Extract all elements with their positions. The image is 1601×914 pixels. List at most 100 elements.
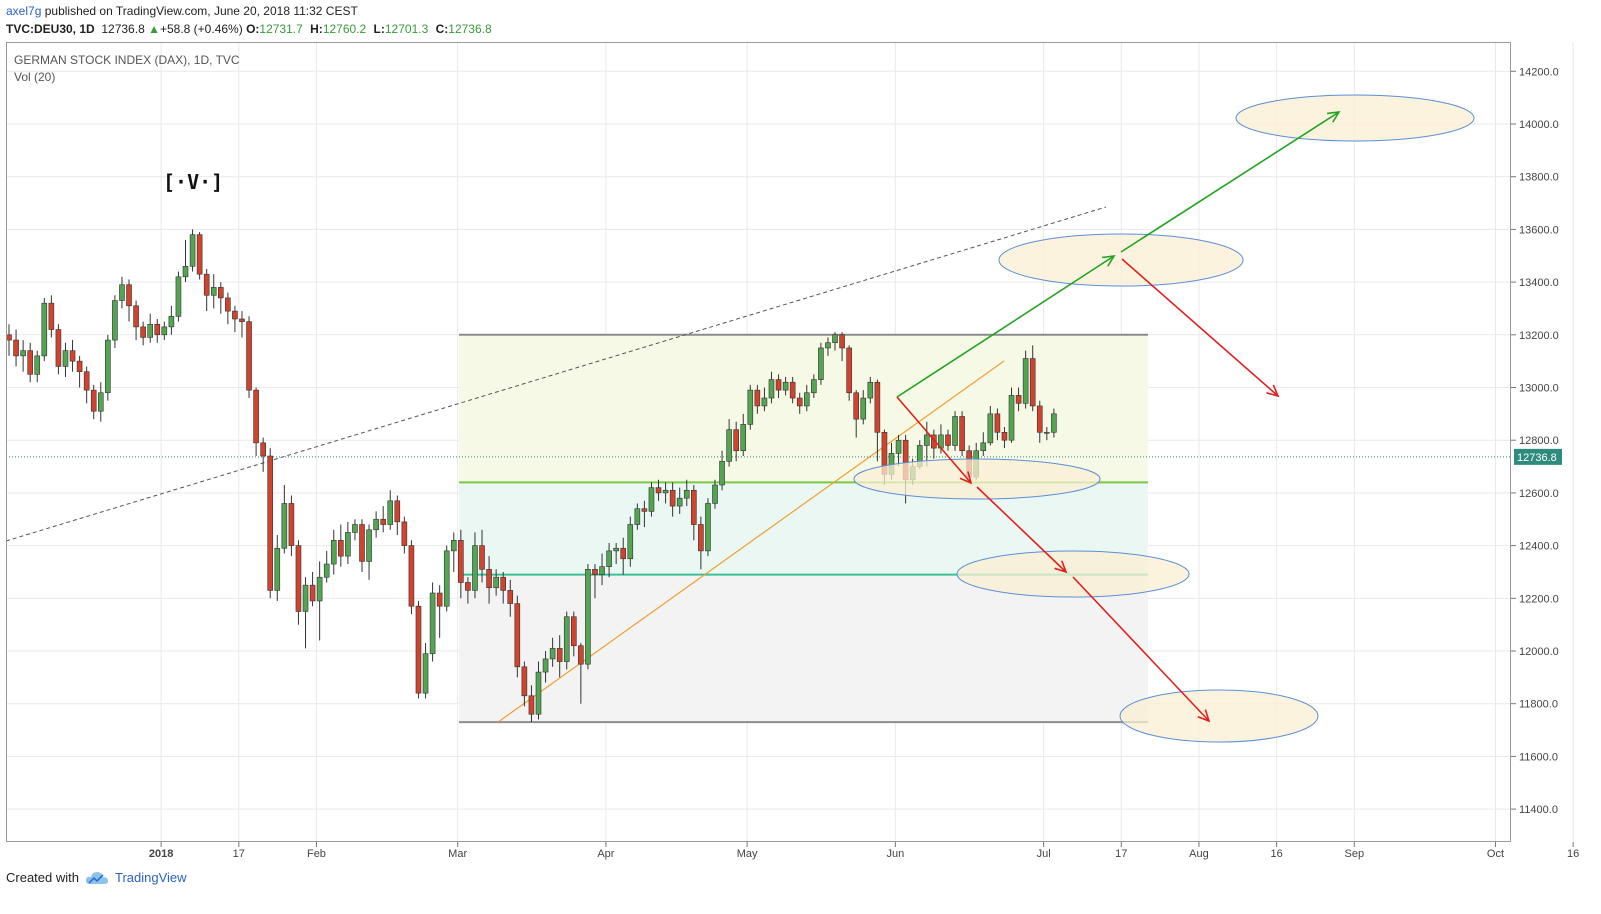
candle bbox=[634, 503, 641, 530]
y-tick-label: 11400.0 bbox=[1519, 804, 1558, 816]
candle bbox=[225, 292, 231, 325]
candle-body bbox=[641, 508, 648, 512]
candle-body bbox=[436, 592, 443, 607]
tradingview-link[interactable]: TradingView bbox=[114, 870, 187, 885]
candle-body bbox=[521, 666, 528, 697]
candle bbox=[493, 569, 499, 596]
candle bbox=[945, 429, 951, 451]
candle bbox=[253, 387, 259, 457]
arrow-head bbox=[1101, 254, 1116, 267]
candle-body bbox=[352, 524, 358, 533]
candle bbox=[860, 390, 867, 425]
candle bbox=[592, 564, 598, 599]
candle-body bbox=[408, 545, 415, 607]
candle-body bbox=[387, 500, 394, 525]
candle bbox=[450, 532, 457, 572]
candle bbox=[20, 340, 26, 372]
candle bbox=[345, 521, 351, 565]
candles bbox=[6, 229, 1057, 723]
candle bbox=[119, 276, 125, 309]
candle-body bbox=[147, 323, 153, 338]
legend-title: GERMAN STOCK INDEX (DAX), 1D, TVC bbox=[14, 53, 240, 67]
author-link[interactable]: axel7g bbox=[6, 4, 42, 18]
candle-body bbox=[133, 305, 139, 328]
candle bbox=[980, 432, 987, 457]
candle-body bbox=[20, 350, 26, 357]
candle bbox=[168, 305, 175, 335]
y-tick-label: 12600.0 bbox=[1519, 488, 1559, 500]
candle-body bbox=[338, 540, 344, 557]
candle bbox=[401, 516, 408, 554]
candle bbox=[352, 519, 358, 541]
candle bbox=[1022, 350, 1029, 409]
candle bbox=[676, 487, 683, 514]
target-ellipse bbox=[1235, 94, 1475, 142]
candle-body bbox=[203, 273, 210, 296]
candle-body bbox=[994, 413, 1001, 433]
candle bbox=[323, 550, 330, 583]
candle-body bbox=[330, 540, 337, 565]
candle bbox=[549, 637, 556, 667]
candle-body bbox=[168, 316, 175, 328]
candle-body bbox=[281, 503, 288, 549]
candle-body bbox=[83, 371, 90, 391]
candle bbox=[394, 495, 401, 536]
candle bbox=[182, 239, 189, 283]
candle-body bbox=[761, 397, 768, 407]
candle-body bbox=[274, 547, 281, 591]
candle bbox=[436, 585, 443, 638]
candle-body bbox=[613, 547, 619, 552]
candle-body bbox=[507, 590, 514, 604]
candle bbox=[521, 661, 528, 707]
candle-body bbox=[846, 347, 852, 394]
candle bbox=[959, 411, 965, 457]
candle-body bbox=[210, 287, 217, 296]
change-value: +58.8 (+0.46%) bbox=[159, 22, 243, 36]
candle-body bbox=[803, 392, 810, 407]
candle bbox=[27, 342, 33, 383]
arrow bbox=[1121, 258, 1280, 398]
x-tick-label: 2018 bbox=[149, 848, 173, 860]
candle bbox=[648, 482, 655, 517]
close-value: 12736.8 bbox=[448, 22, 492, 36]
y-tick-label: 13200.0 bbox=[1519, 330, 1559, 342]
arrow-shaft bbox=[1121, 258, 1279, 397]
candle-body bbox=[161, 326, 168, 336]
candle bbox=[683, 479, 690, 507]
candle-body bbox=[683, 489, 690, 499]
candle bbox=[570, 611, 577, 657]
candle-body bbox=[182, 265, 189, 278]
candle bbox=[105, 334, 111, 401]
candle-body bbox=[119, 284, 125, 301]
x-tick-label: Sep bbox=[1344, 848, 1364, 860]
grid-lines bbox=[6, 42, 1574, 842]
candle-body bbox=[6, 334, 12, 341]
candle-body bbox=[620, 547, 627, 560]
candle bbox=[76, 355, 83, 388]
candle bbox=[429, 582, 436, 662]
candle bbox=[126, 279, 132, 322]
arrow-shaft bbox=[896, 396, 972, 484]
candle bbox=[154, 318, 161, 343]
candle-body bbox=[316, 576, 323, 602]
candle-body bbox=[549, 648, 556, 660]
candle bbox=[507, 579, 514, 617]
x-tick-label: Aug bbox=[1189, 848, 1209, 860]
candle-body bbox=[719, 460, 725, 486]
candle bbox=[281, 484, 288, 554]
candle-body bbox=[726, 429, 732, 462]
arrow-head bbox=[1326, 111, 1341, 123]
candle-body bbox=[733, 429, 739, 452]
candle-body bbox=[514, 603, 521, 668]
candle-body bbox=[225, 297, 231, 312]
candle-body bbox=[775, 379, 782, 391]
projection-arrows bbox=[896, 111, 1341, 723]
candle-body bbox=[867, 381, 874, 399]
candle bbox=[698, 516, 704, 570]
candle bbox=[846, 345, 852, 401]
candle-body bbox=[1044, 431, 1050, 434]
candle bbox=[316, 561, 323, 641]
arrow bbox=[896, 254, 1116, 398]
candle bbox=[90, 384, 97, 420]
